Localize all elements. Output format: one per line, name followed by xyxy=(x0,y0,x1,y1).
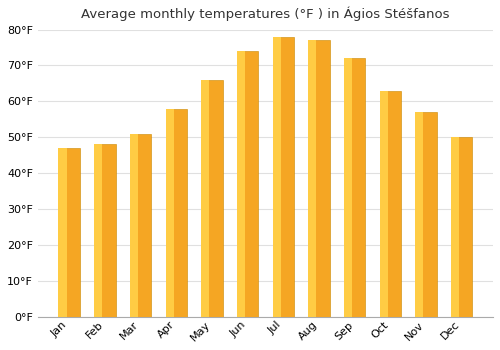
Bar xyxy=(166,108,187,317)
Bar xyxy=(344,58,352,317)
Bar xyxy=(416,112,424,317)
Title: Average monthly temperatures (°F ) in Ágios Stéšfanos: Average monthly temperatures (°F ) in Ág… xyxy=(81,7,450,21)
Bar xyxy=(416,112,436,317)
Bar xyxy=(308,40,316,317)
Bar xyxy=(272,37,294,317)
Bar xyxy=(380,91,388,317)
Bar xyxy=(166,108,173,317)
Bar xyxy=(308,40,330,317)
Bar xyxy=(201,80,209,317)
Bar xyxy=(130,134,138,317)
Bar xyxy=(451,137,472,317)
Bar xyxy=(130,134,152,317)
Bar xyxy=(380,91,401,317)
Bar xyxy=(344,58,366,317)
Bar xyxy=(58,148,66,317)
Bar xyxy=(451,137,459,317)
Bar xyxy=(94,145,116,317)
Bar xyxy=(237,51,258,317)
Bar xyxy=(94,145,102,317)
Bar xyxy=(58,148,80,317)
Bar xyxy=(201,80,222,317)
Bar xyxy=(272,37,280,317)
Bar xyxy=(237,51,245,317)
